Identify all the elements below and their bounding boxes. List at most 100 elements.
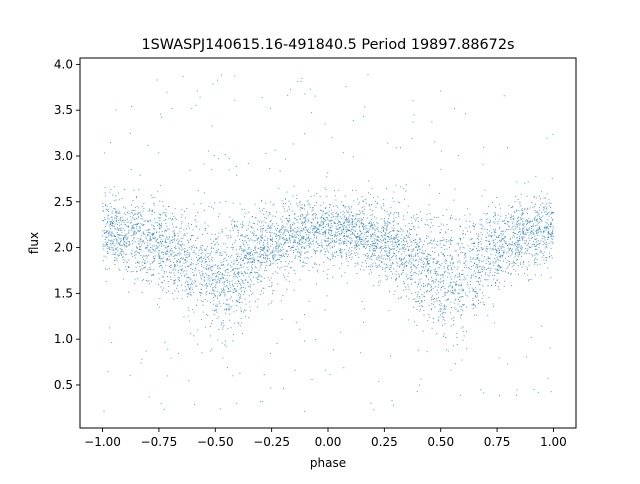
scatter-point bbox=[290, 241, 292, 243]
scatter-point bbox=[284, 198, 286, 200]
scatter-point bbox=[507, 255, 509, 257]
scatter-point bbox=[224, 340, 226, 342]
scatter-point bbox=[123, 252, 125, 254]
scatter-point bbox=[361, 238, 363, 240]
scatter-point bbox=[334, 222, 336, 224]
scatter-point bbox=[140, 222, 142, 224]
scatter-point bbox=[139, 226, 141, 228]
scatter-point bbox=[203, 163, 205, 165]
scatter-point bbox=[358, 226, 360, 228]
scatter-point bbox=[257, 278, 259, 280]
scatter-point bbox=[442, 215, 444, 217]
scatter-point bbox=[215, 282, 217, 284]
scatter-point bbox=[197, 343, 199, 345]
scatter-point bbox=[419, 237, 421, 239]
scatter-point bbox=[114, 253, 116, 255]
scatter-point bbox=[406, 243, 408, 245]
scatter-point bbox=[282, 216, 284, 218]
scatter-point bbox=[250, 226, 252, 228]
scatter-point bbox=[419, 238, 421, 240]
scatter-point bbox=[306, 201, 308, 203]
scatter-point bbox=[388, 232, 390, 234]
scatter-point bbox=[260, 275, 262, 277]
scatter-point bbox=[191, 245, 193, 247]
scatter-point bbox=[137, 215, 139, 217]
scatter-point bbox=[305, 226, 307, 228]
scatter-point bbox=[108, 233, 110, 235]
scatter-point bbox=[215, 287, 217, 289]
scatter-point bbox=[384, 270, 386, 272]
scatter-point bbox=[356, 244, 357, 246]
scatter-point bbox=[303, 246, 305, 248]
scatter-point bbox=[527, 248, 529, 250]
scatter-point bbox=[257, 279, 259, 281]
scatter-point bbox=[314, 232, 316, 234]
scatter-point bbox=[152, 274, 154, 276]
scatter-point bbox=[311, 210, 313, 212]
scatter-point bbox=[450, 325, 452, 327]
scatter-point bbox=[110, 244, 112, 246]
scatter-point bbox=[488, 235, 490, 237]
scatter-point bbox=[285, 241, 287, 243]
scatter-point bbox=[128, 230, 130, 232]
scatter-point bbox=[224, 344, 226, 346]
scatter-point bbox=[451, 286, 453, 288]
scatter-point bbox=[404, 248, 406, 250]
scatter-point bbox=[302, 265, 304, 267]
scatter-point bbox=[351, 223, 353, 225]
scatter-point bbox=[531, 226, 533, 228]
scatter-point bbox=[140, 255, 142, 257]
scatter-point bbox=[277, 235, 279, 237]
scatter-point bbox=[169, 236, 171, 238]
scatter-point bbox=[426, 270, 428, 272]
scatter-point bbox=[312, 229, 314, 231]
scatter-point bbox=[206, 285, 208, 287]
scatter-point bbox=[222, 328, 224, 330]
scatter-point bbox=[389, 222, 391, 224]
scatter-point bbox=[134, 206, 136, 208]
scatter-point bbox=[413, 114, 415, 116]
scatter-point bbox=[549, 234, 551, 236]
scatter-point bbox=[138, 263, 140, 265]
scatter-point bbox=[115, 195, 117, 197]
scatter-point bbox=[153, 211, 155, 213]
scatter-point bbox=[112, 248, 114, 250]
scatter-point bbox=[302, 245, 304, 247]
scatter-point bbox=[231, 261, 233, 263]
scatter-point bbox=[386, 228, 388, 230]
scatter-point bbox=[179, 266, 181, 268]
scatter-point bbox=[317, 222, 319, 224]
scatter-point bbox=[164, 241, 166, 242]
scatter-point bbox=[507, 260, 509, 262]
scatter-point bbox=[257, 223, 259, 225]
scatter-point bbox=[360, 218, 362, 220]
scatter-point bbox=[517, 239, 519, 241]
scatter-point bbox=[222, 287, 224, 289]
scatter-point bbox=[315, 201, 317, 203]
scatter-point bbox=[498, 251, 500, 253]
scatter-point bbox=[531, 232, 533, 234]
scatter-point bbox=[343, 229, 345, 231]
scatter-point bbox=[301, 241, 303, 243]
scatter-point bbox=[102, 210, 104, 212]
scatter-point bbox=[524, 234, 526, 236]
scatter-point bbox=[241, 248, 243, 250]
scatter-point bbox=[369, 266, 371, 268]
scatter-point bbox=[335, 205, 337, 207]
scatter-point bbox=[473, 257, 475, 259]
scatter-point bbox=[349, 237, 351, 239]
scatter-point bbox=[239, 325, 241, 327]
scatter-point bbox=[441, 263, 443, 265]
scatter-point bbox=[352, 120, 354, 122]
scatter-point bbox=[299, 201, 301, 203]
scatter-point bbox=[121, 221, 123, 223]
scatter-point bbox=[331, 237, 333, 239]
scatter-point bbox=[337, 215, 339, 217]
scatter-point bbox=[138, 243, 140, 245]
scatter-point bbox=[140, 235, 142, 237]
scatter-point bbox=[355, 252, 357, 254]
scatter-point bbox=[127, 233, 129, 235]
scatter-point bbox=[258, 221, 260, 223]
scatter-point bbox=[345, 218, 347, 220]
